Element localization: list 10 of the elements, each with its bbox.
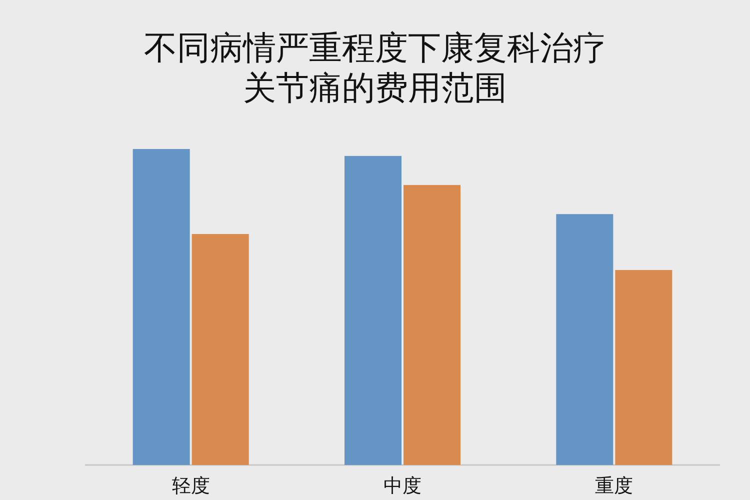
bar — [615, 270, 672, 465]
bar — [404, 185, 460, 465]
chart-title: 不同病情严重程度下康复科治疗关节痛的费用范围 — [143, 28, 607, 108]
bar — [192, 234, 249, 465]
bar — [556, 214, 614, 465]
bar — [344, 156, 402, 465]
x-tick-label: 轻度 — [172, 475, 210, 497]
x-tick-label: 重度 — [595, 475, 634, 497]
bar — [132, 149, 190, 465]
x-tick-label: 中度 — [384, 475, 422, 497]
